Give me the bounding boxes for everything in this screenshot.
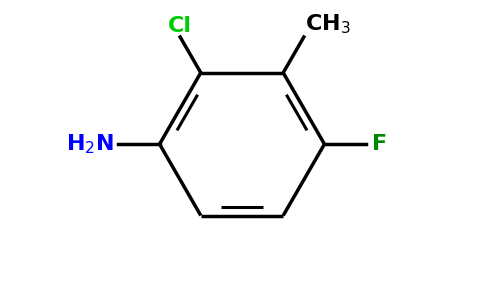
Text: CH$_3$: CH$_3$ bbox=[305, 12, 351, 35]
Text: F: F bbox=[372, 134, 387, 154]
Text: H$_2$N: H$_2$N bbox=[66, 132, 114, 156]
Text: Cl: Cl bbox=[168, 16, 192, 35]
